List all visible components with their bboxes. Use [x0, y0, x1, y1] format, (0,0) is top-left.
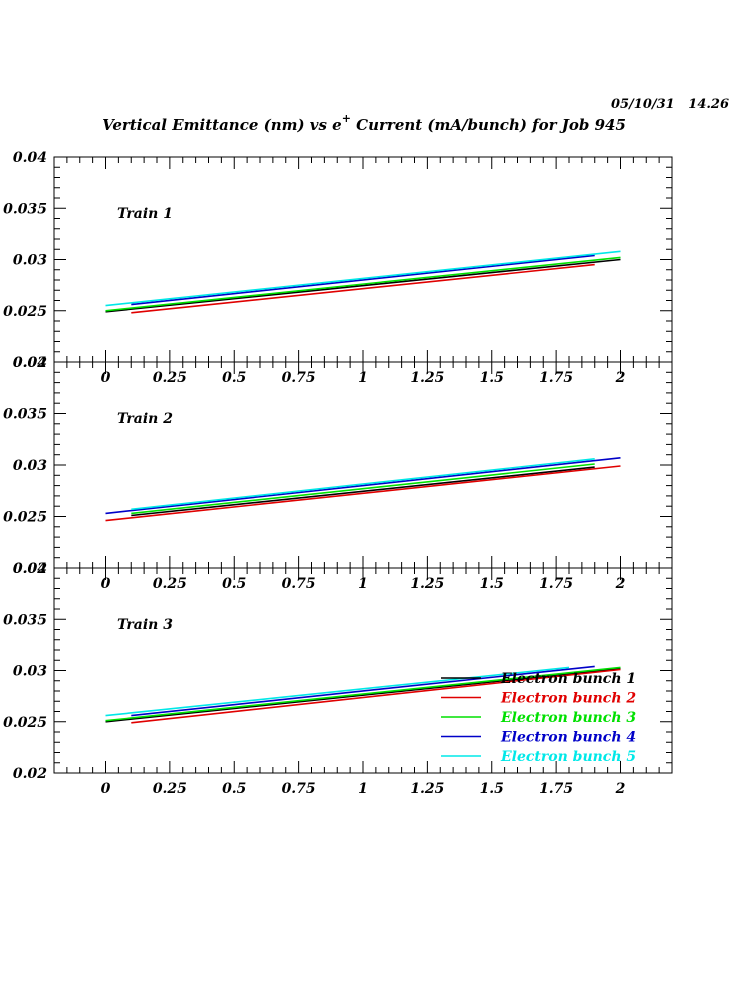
x-tick-label: 0.5 — [222, 370, 246, 386]
series-line-bunch-4 — [131, 665, 595, 717]
y-tick-label: 0.025 — [3, 304, 47, 320]
series-line-bunch-1 — [131, 466, 595, 517]
y-ticks — [54, 156, 672, 363]
y-tick-label: 0.02 — [13, 766, 47, 782]
y-tick-label: 0.04 — [13, 561, 47, 577]
x-tick-label: 1.5 — [480, 781, 504, 797]
x-tick-label: 0.25 — [153, 370, 187, 386]
y-tick-label: 0.02 — [13, 355, 47, 371]
x-tick-label: 0.5 — [222, 781, 246, 797]
legend-label-bunch-1: Electron bunch 1 — [500, 671, 636, 687]
y-tick-label: 0.03 — [13, 664, 47, 680]
series-line-bunch-5 — [105, 250, 621, 307]
x-tick-label: 0.75 — [282, 576, 316, 592]
series-line-bunch-4 — [105, 457, 621, 515]
series-line-bunch-3 — [131, 463, 595, 515]
x-tick-label: 1.25 — [410, 370, 444, 386]
title-main: Vertical Emittance (nm) vs e — [102, 116, 342, 134]
y-tick-label: 0.02 — [13, 561, 47, 577]
panels: 0 0.25 0.5 0.75 1 1.25 1.5 1.75 2 0.02 0.025 0.03 0.… — [3, 150, 673, 797]
panel-label: Train 1 — [117, 206, 173, 222]
figure-title: Vertical Emittance (nm) vs e+ Current (m… — [102, 112, 626, 134]
series-line-bunch-5 — [105, 666, 570, 717]
x-tick-label: 0.25 — [153, 576, 187, 592]
x-tick-label: 1.25 — [410, 781, 444, 797]
x-ticks — [53, 157, 673, 362]
series-line-bunch-5 — [131, 458, 595, 511]
legend-label-bunch-3: Electron bunch 3 — [500, 710, 636, 726]
y-tick-label: 0.025 — [3, 510, 47, 526]
x-tick-label: 1.75 — [539, 781, 573, 797]
y-tick-label: 0.035 — [3, 407, 47, 423]
x-tick-label: 1.5 — [480, 370, 504, 386]
x-tick-label: 0 — [101, 781, 111, 797]
title-rest: Current (mA/bunch) for Job 945 — [351, 116, 626, 134]
series-line-bunch-2 — [105, 465, 621, 522]
x-tick-label: 1 — [358, 370, 368, 386]
y-ticks — [54, 567, 672, 774]
panel-train-1: 0 0.25 0.5 0.75 1 1.25 1.5 1.75 2 0.02 0.025 0.03 0.… — [3, 150, 673, 386]
series-line-bunch-4 — [131, 254, 595, 306]
series-line-bunch-1 — [105, 258, 621, 313]
y-tick-label: 0.03 — [13, 458, 47, 474]
x-tick-label: 1.75 — [539, 370, 573, 386]
x-tick-label: 0.75 — [282, 781, 316, 797]
panel-label: Train 3 — [117, 617, 173, 633]
panel-label: Train 2 — [117, 411, 173, 427]
legend-label-bunch-2: Electron bunch 2 — [500, 691, 636, 707]
x-tick-label: 0.75 — [282, 370, 316, 386]
panel-train-3: 0 0.25 0.5 0.75 1 1.25 1.5 1.75 2 0.02 0.025 0.03 0.… — [3, 561, 673, 797]
x-tick-label: 0.25 — [153, 781, 187, 797]
legend: Electron bunch 1 Electron bunch 2 Electron… — [441, 671, 636, 765]
x-tick-label: 1 — [358, 576, 368, 592]
series-line-bunch-2 — [131, 263, 595, 314]
y-tick-label: 0.03 — [13, 253, 47, 269]
x-tick-label: 1.5 — [480, 576, 504, 592]
x-ticks — [53, 568, 673, 773]
legend-label-bunch-5: Electron bunch 5 — [500, 749, 636, 765]
x-tick-label: 2 — [615, 781, 626, 797]
x-tick-label: 1.75 — [539, 576, 573, 592]
x-tick-label: 1 — [358, 781, 368, 797]
y-tick-label: 0.035 — [3, 612, 47, 628]
legend-label-bunch-4: Electron bunch 4 — [500, 730, 636, 746]
y-ticks — [54, 361, 672, 569]
panel-train-2: 0 0.25 0.5 0.75 1 1.25 1.5 1.75 2 0.02 0.025 0.03 0.… — [3, 355, 673, 592]
x-tick-label: 0 — [101, 576, 111, 592]
y-tick-label: 0.04 — [13, 150, 47, 166]
series-line-bunch-2 — [131, 668, 621, 724]
series-line-bunch-3 — [105, 256, 621, 312]
y-tick-label: 0.025 — [3, 715, 47, 731]
y-tick-label: 0.04 — [13, 355, 47, 371]
title-superscript: + — [342, 112, 351, 125]
x-tick-label: 0 — [101, 370, 111, 386]
series-line-bunch-1 — [105, 667, 621, 723]
x-tick-label: 2 — [615, 370, 626, 386]
x-tick-label: 2 — [615, 576, 626, 592]
x-tick-label: 1.25 — [410, 576, 444, 592]
series-line-bunch-3 — [105, 666, 621, 722]
timestamp: 05/10/31 14.26 — [611, 97, 729, 112]
x-tick-label: 0.5 — [222, 576, 246, 592]
x-ticks — [53, 362, 673, 568]
y-tick-label: 0.035 — [3, 201, 47, 217]
plot-frame — [53, 156, 673, 363]
